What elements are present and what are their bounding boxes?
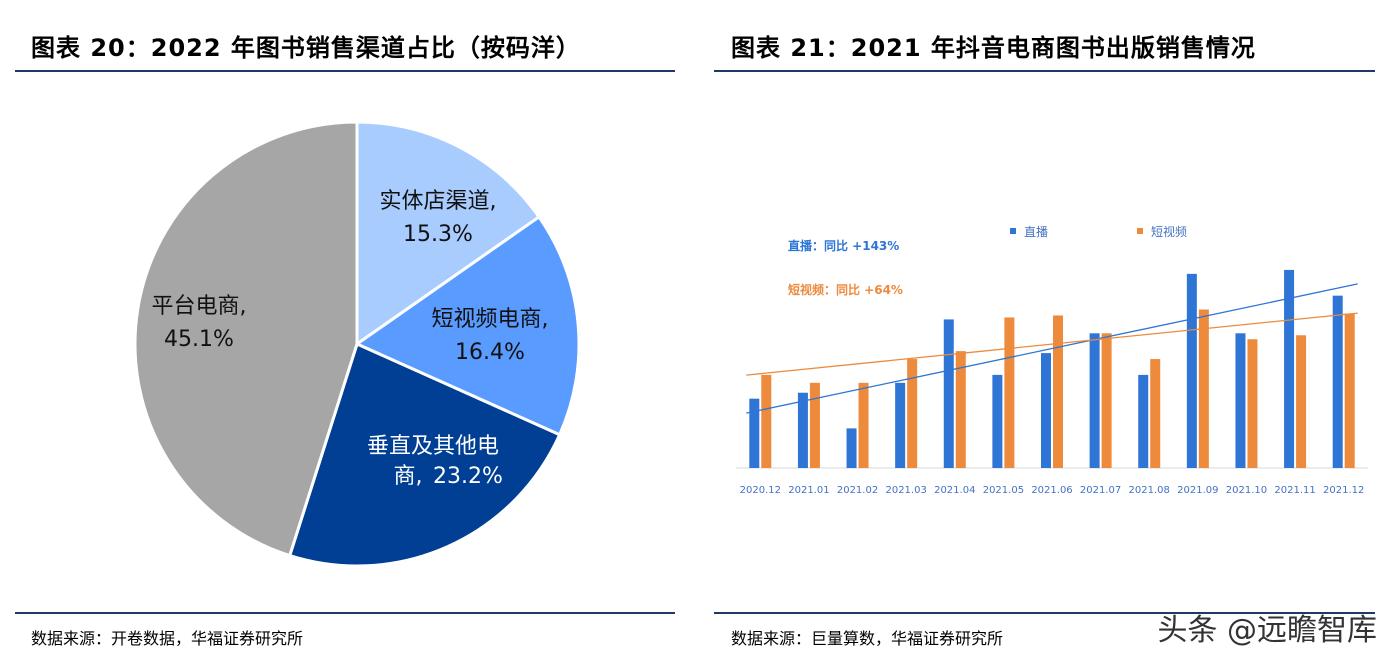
right-figure-panel: 图表 21：2021 年抖音电商图书出版销售情况 2020.12 2021.01 2… [700,0,1397,662]
bar-live [1186,273,1197,468]
pie-slice-percent: 15.3% [403,222,473,247]
bar-live [797,392,808,468]
bar-short-video [1101,333,1112,468]
right-source-rule [714,612,1375,614]
bar-short-video [809,382,820,468]
legend-swatch [1010,228,1016,234]
bar-short-video [1150,359,1161,468]
pie-slice-name: 短视频电商, [432,307,549,332]
left-source-rule [15,612,675,614]
left-figure-title: 图表 20：2022 年图书销售渠道占比（按码洋） [31,34,581,62]
trendline-live [746,283,1358,414]
bar-short-video [858,382,869,468]
watermark-text: 头条 @远瞻智库 [1157,613,1377,648]
bar-live [895,382,906,468]
bar-live [749,398,760,468]
bar-short-video [1004,317,1015,468]
x-tick-label: 2021.04 [934,485,975,496]
x-tick-label: 2021.10 [1226,485,1267,496]
x-tick-label: 2021.11 [1274,485,1315,496]
pie-slice-label: 平台电商, 45.1% [152,294,247,352]
x-tick-label: 2021.02 [837,485,878,496]
bar-live [1089,333,1100,468]
pie-slice-label: 实体店渠道, 15.3% [380,189,497,247]
x-tick-label: 2021.01 [788,485,829,496]
right-source-note: 数据来源：巨量算数，华福证券研究所 [731,629,1004,648]
pie-slice-name: 实体店渠道, [380,189,497,214]
x-tick-label: 2021.05 [983,485,1024,496]
x-tick-label: 2021.08 [1129,485,1170,496]
bar-short-video [1247,339,1258,468]
bar-live [846,428,857,468]
x-tick-label: 2020.12 [740,485,781,496]
pie-slice [355,120,542,347]
bar-live [1332,295,1343,468]
legend-label: 短视频 [1151,224,1187,239]
bar-live [1041,353,1051,468]
trend-annotation: 短视频：同比 +64% [788,282,903,297]
bar-live [992,374,1003,468]
bar-short-video [1344,313,1355,468]
pie-slice-percent: 45.1% [164,327,234,352]
legend-swatch [1137,228,1143,234]
pie-slice-label: 短视频电商, 16.4% [432,307,549,365]
right-figure-title: 图表 21：2021 年抖音电商图书出版销售情况 [731,34,1256,62]
x-tick-label: 2021.09 [1177,485,1218,496]
pie-slice [353,214,581,437]
pie-slice-percent: 23.2% [433,464,503,489]
bar-short-video [1053,315,1063,468]
legend-label: 直播 [1024,225,1048,239]
pie-slice-name: 平台电商, [152,294,247,319]
trendline-short-video [746,312,1358,376]
right-title-rule [714,70,1375,72]
bar-short-video [907,359,918,468]
bar-chart: 2020.12 2021.01 2021.02 2021.03 2021.04 2021.… [736,224,1368,496]
pie-slice-name: 垂直及其他电 [367,434,499,459]
pie-slice [287,341,562,568]
bar-live [943,319,954,468]
bar-short-video [1198,309,1209,468]
left-figure-panel: 图表 20：2022 年图书销售渠道占比（按码洋） 实体店渠道, 15.3% 短视频… [0,0,690,662]
bar-short-video [761,374,772,468]
bar-short-video [955,351,966,468]
x-tick-label: 2021.12 [1323,485,1364,496]
pie-slice [133,120,359,558]
left-title-rule [15,70,675,72]
x-tick-label: 2021.03 [885,485,926,496]
x-tick-label: 2021.07 [1080,485,1121,496]
pie-slice-percent: 16.4% [455,340,525,365]
left-source-note: 数据来源：开卷数据，华福证券研究所 [31,629,304,648]
bar-live [1235,333,1246,468]
x-tick-label: 2021.06 [1031,485,1072,496]
bar-live [1138,374,1149,468]
bar-short-video [1296,335,1307,468]
pie-slice-name-cont: 商, [394,464,423,489]
bar-live [1284,269,1295,468]
trend-annotation: 直播：同比 +143% [788,238,899,253]
